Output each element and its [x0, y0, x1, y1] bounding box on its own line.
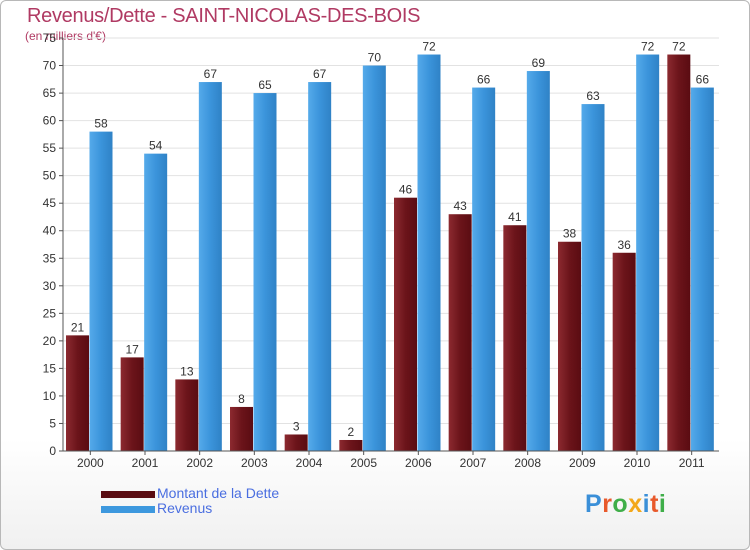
- data-label: 63: [586, 89, 600, 103]
- bar-revenus: [362, 65, 386, 452]
- data-label: 13: [180, 364, 194, 378]
- y-tick-label: 25: [43, 306, 57, 320]
- bar-revenus: [198, 82, 222, 451]
- bar-dette: [66, 335, 89, 451]
- data-label: 3: [293, 419, 300, 433]
- chart-subtitle: (en milliers d'€): [25, 29, 106, 43]
- data-label: 66: [477, 73, 491, 87]
- data-label: 72: [641, 40, 655, 54]
- logo-letter: P: [585, 490, 603, 518]
- legend-label-dette: Montant de la Dette: [157, 485, 280, 501]
- logo-letter: i: [642, 490, 651, 518]
- bar-revenus: [472, 87, 496, 451]
- bars: [66, 54, 714, 452]
- data-label: 2: [347, 425, 354, 439]
- y-tick-label: 15: [43, 361, 57, 375]
- x-tick-label: 2003: [241, 456, 268, 470]
- x-tick-label: 2007: [460, 456, 487, 470]
- chart-title: Revenus/Dette - SAINT-NICOLAS-DES-BOIS: [27, 5, 421, 27]
- y-tick-label: 10: [43, 389, 57, 403]
- y-tick-label: 0: [49, 444, 56, 458]
- bar-revenus: [308, 82, 332, 451]
- bar-dette: [448, 214, 472, 451]
- data-label: 41: [508, 210, 522, 224]
- y-tick-label: 30: [43, 279, 57, 293]
- legend-swatch-dette: [101, 491, 155, 498]
- data-label: 8: [238, 392, 245, 406]
- grid-lines: [63, 37, 719, 452]
- bar-revenus: [417, 54, 441, 452]
- bar-revenus: [690, 87, 714, 451]
- proxiti-logo: Proxiti: [585, 490, 666, 519]
- data-label: 65: [258, 78, 272, 92]
- data-label: 72: [422, 40, 436, 54]
- bar-revenus: [526, 71, 550, 451]
- bar-dette: [175, 379, 199, 451]
- y-tick-label: 20: [43, 334, 57, 348]
- bar-dette: [612, 252, 636, 451]
- y-tick-label: 45: [43, 196, 57, 210]
- data-label: 67: [204, 67, 218, 81]
- bar-revenus: [144, 153, 168, 451]
- data-label: 58: [94, 117, 108, 131]
- y-tick-label: 75: [43, 31, 57, 45]
- x-tick-label: 2006: [405, 456, 432, 470]
- x-tick-label: 2005: [350, 456, 377, 470]
- y-tick-label: 55: [43, 141, 57, 155]
- bar-dette: [230, 406, 253, 451]
- bar-dette: [503, 225, 527, 451]
- data-label: 17: [125, 342, 139, 356]
- bar-revenus: [253, 93, 277, 452]
- logo-letter: x: [628, 490, 643, 518]
- data-labels: 2158175413678653672704672436641693863367…: [71, 40, 710, 439]
- data-label: 54: [149, 139, 163, 153]
- data-label: 36: [617, 238, 631, 252]
- bar-revenus: [636, 54, 660, 452]
- legend-label-revenus: Revenus: [157, 500, 213, 516]
- y-tick-label: 40: [43, 224, 57, 238]
- x-tick-label: 2000: [77, 456, 104, 470]
- bar-revenus: [89, 131, 113, 451]
- bar-dette: [339, 439, 363, 451]
- x-tick-label: 2001: [132, 456, 159, 470]
- logo-letter: i: [658, 490, 667, 518]
- bar-dette: [120, 357, 144, 451]
- x-tick-label: 2010: [624, 456, 651, 470]
- y-tick-label: 60: [43, 114, 57, 128]
- x-tick-label: 2009: [569, 456, 596, 470]
- bar-dette: [667, 54, 691, 452]
- y-tick-label: 50: [43, 169, 57, 183]
- data-label: 70: [368, 51, 382, 65]
- data-label: 38: [563, 227, 577, 241]
- data-label: 43: [453, 199, 467, 213]
- x-tick-label: 2011: [679, 456, 705, 470]
- data-label: 46: [399, 183, 413, 197]
- data-label: 67: [313, 67, 327, 81]
- x-tick-label: 2008: [514, 456, 541, 470]
- logo-letter: o: [612, 490, 629, 518]
- y-tick-label: 5: [49, 416, 56, 430]
- x-tick-label: 2002: [186, 456, 213, 470]
- bar-revenus: [581, 104, 605, 451]
- data-label: 66: [696, 73, 710, 87]
- bar-dette: [394, 197, 417, 451]
- bar-dette: [284, 434, 308, 451]
- y-tick-label: 35: [43, 251, 57, 265]
- x-tick-label: 2004: [296, 456, 323, 470]
- y-tick-label: 70: [43, 59, 57, 73]
- legend-swatch-revenus: [101, 506, 155, 513]
- bar-dette: [558, 241, 581, 451]
- logo-letter: r: [602, 490, 613, 518]
- axes: 0 5 10 15 20 25 30 35 40 45 50 55 60 65 70 75 2000 2001 20…: [43, 31, 719, 470]
- data-label: 72: [672, 40, 686, 54]
- data-label: 21: [71, 320, 85, 334]
- data-label: 69: [532, 56, 546, 70]
- y-tick-label: 65: [43, 86, 57, 100]
- logo-letter: t: [650, 490, 659, 518]
